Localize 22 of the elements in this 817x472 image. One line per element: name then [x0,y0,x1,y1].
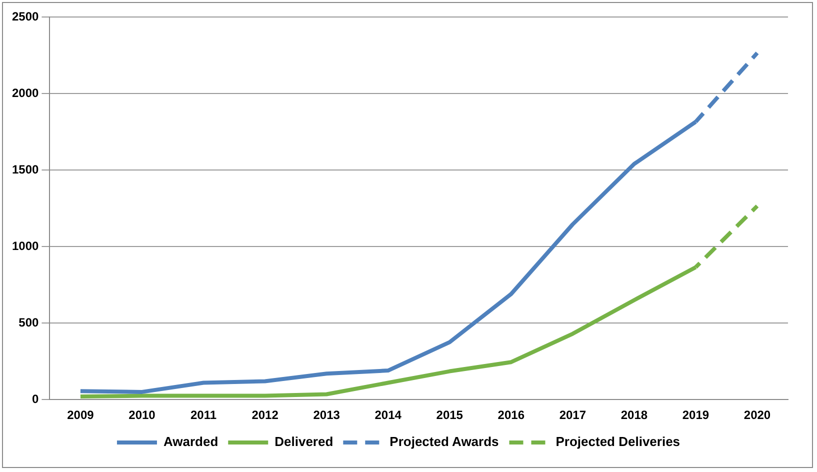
y-tick-label: 1000 [12,238,40,253]
legend-label: Delivered [274,434,334,450]
x-tick-label: 2009 [67,408,94,422]
y-tick-label: 0 [32,392,40,406]
x-tick-label: 2013 [313,408,340,422]
x-tick-label: 2014 [374,408,402,422]
x-tick-label: 2015 [436,408,464,422]
x-tick-label: 2016 [498,408,525,422]
x-tick-label: 2018 [620,408,648,422]
y-tick-label: 2500 [12,9,40,24]
x-tick-label: 2010 [128,408,156,422]
legend-label: Awarded [163,434,218,450]
x-tick-label: 2019 [682,408,710,422]
x-tick-label: 2017 [559,408,586,422]
x-tick-label: 2020 [744,408,771,422]
x-tick-label: 2012 [252,408,279,422]
y-tick-label: 2000 [12,86,40,100]
y-tick-label: 1500 [12,162,40,176]
x-tick-label: 2011 [190,408,217,422]
y-tick-label: 500 [18,315,40,330]
legend-label: Projected Awards [390,434,499,450]
legend-label: Projected Deliveries [556,434,680,450]
